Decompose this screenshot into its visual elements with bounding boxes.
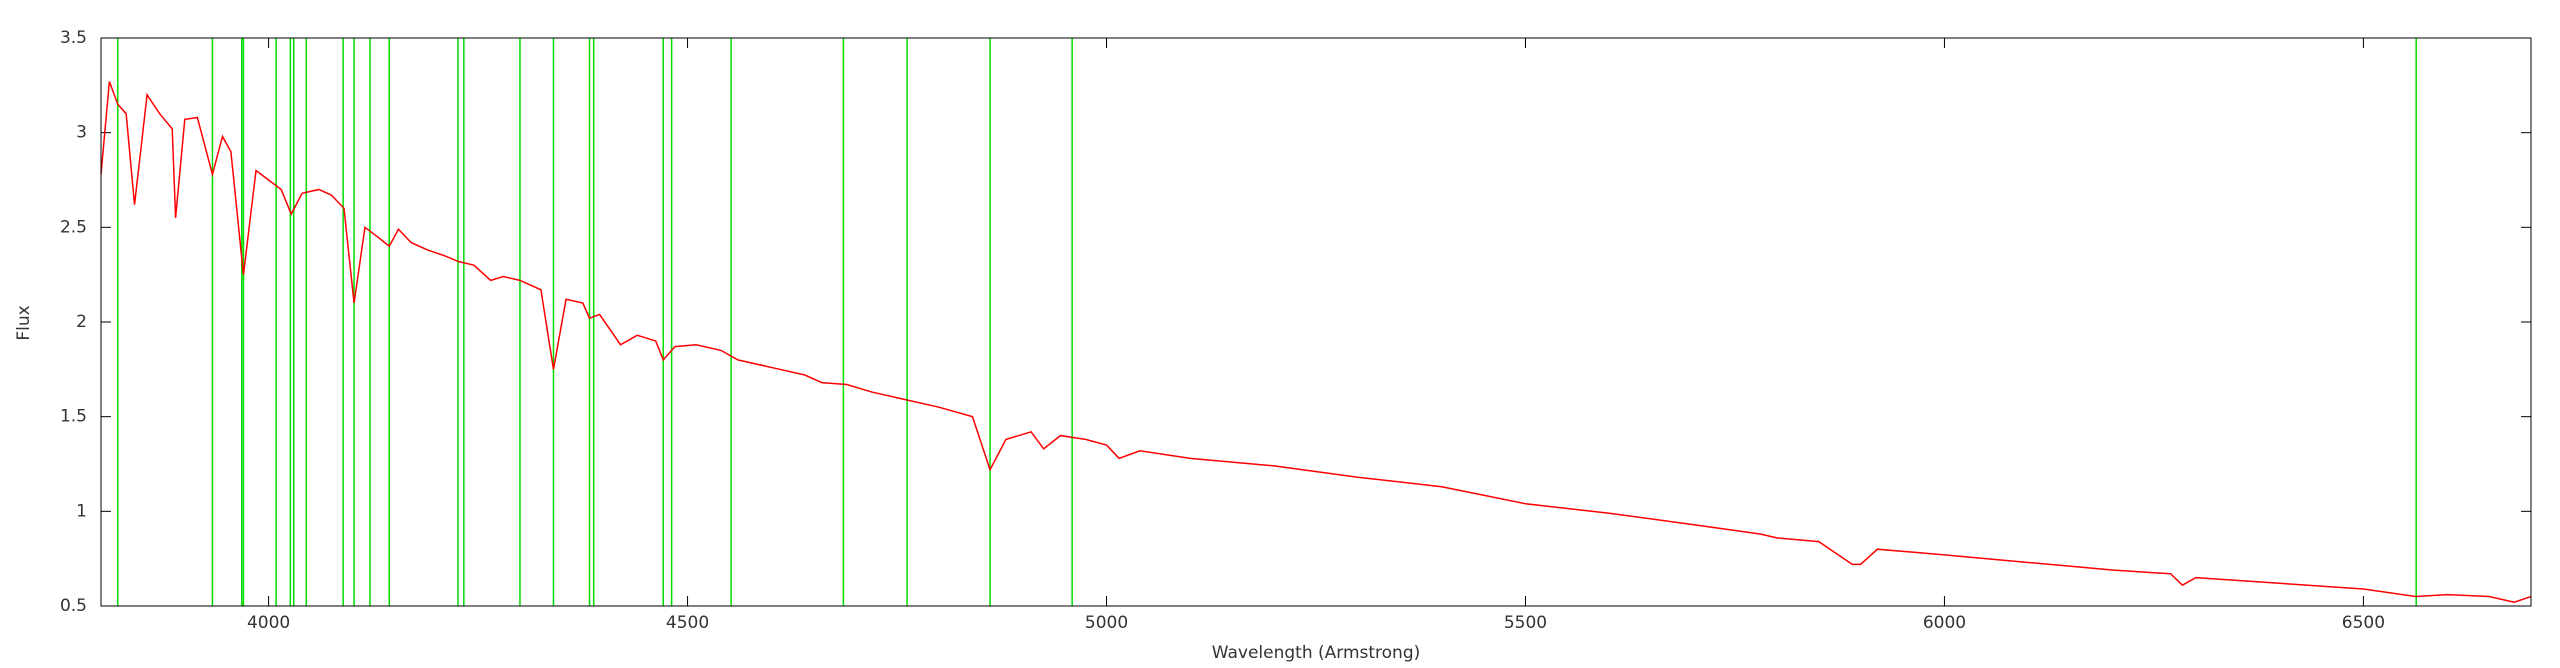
y-axis-label: Flux	[14, 305, 34, 340]
x-tick-label: 6000	[1923, 613, 1966, 633]
y-tick-label: 0.5	[60, 596, 87, 616]
x-tick-label: 5000	[1085, 613, 1128, 633]
x-tick-label: 5500	[1504, 613, 1547, 633]
plot-frame	[100, 37, 2532, 607]
y-tick-label: 3.5	[60, 28, 87, 48]
y-tick-label: 2.5	[60, 217, 87, 237]
x-tick-label: 4500	[666, 613, 709, 633]
x-axis-label: Wavelength (Armstrong)	[1212, 643, 1421, 663]
x-tick-label: 6500	[2342, 613, 2385, 633]
y-tick-label: 2	[76, 312, 87, 332]
spectrum-line	[100, 81, 2532, 603]
y-tick-label: 1	[76, 501, 87, 521]
y-tick-label: 1.5	[60, 407, 87, 427]
x-tick-label: 4000	[247, 613, 290, 633]
y-tick-label: 3	[76, 123, 87, 143]
